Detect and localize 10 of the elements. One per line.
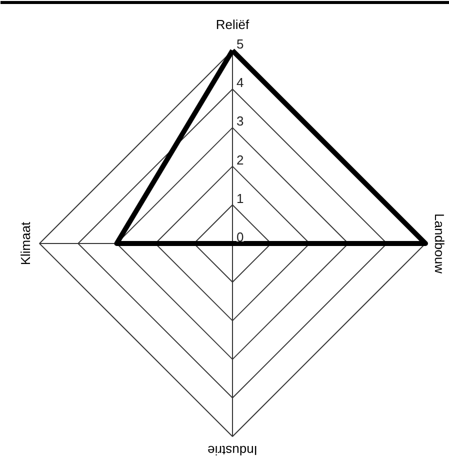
spoke-label: Reliëf xyxy=(216,17,250,32)
y-tick-label: 4 xyxy=(236,75,244,90)
y-tick-label: 3 xyxy=(236,114,244,129)
y-tick-label: 5 xyxy=(236,36,244,52)
y-tick-label: 0 xyxy=(236,230,244,244)
spoke-label: Industrie xyxy=(208,443,258,458)
spoke-label: Klimaat xyxy=(18,221,33,266)
spoke-label: Landbouw xyxy=(432,214,447,274)
y-tick-label: 1 xyxy=(236,190,244,206)
y-tick-label: 2 xyxy=(236,152,244,168)
